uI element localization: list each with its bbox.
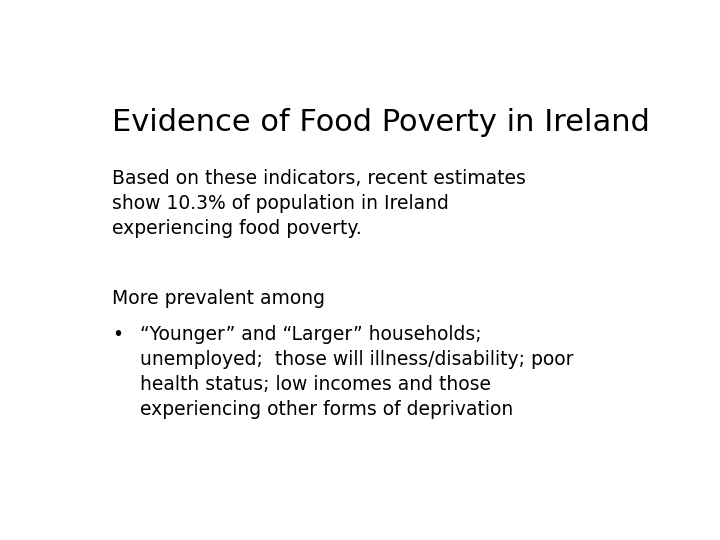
Text: More prevalent among: More prevalent among [112, 289, 325, 308]
Text: Evidence of Food Poverty in Ireland: Evidence of Food Poverty in Ireland [112, 109, 650, 138]
Text: “Younger” and “Larger” households;
unemployed;  those will illness/disability; p: “Younger” and “Larger” households; unemp… [140, 325, 574, 418]
Text: Based on these indicators, recent estimates
show 10.3% of population in Ireland
: Based on these indicators, recent estima… [112, 168, 526, 238]
Text: •: • [112, 325, 123, 343]
